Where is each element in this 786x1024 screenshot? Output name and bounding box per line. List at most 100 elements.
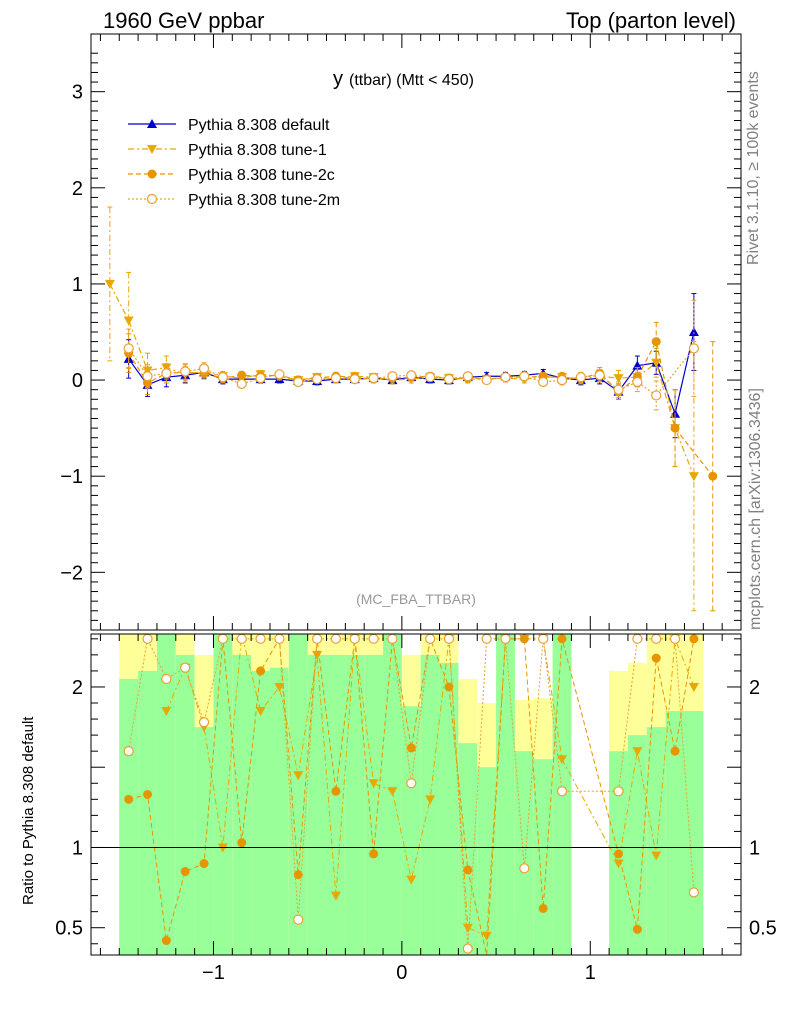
data-point [651,390,662,401]
ratio-point [368,779,379,789]
legend-label: Pythia 8.308 default [188,117,330,134]
ratio-point [632,633,643,644]
ratio-point [462,943,473,954]
ratio-band-inner [213,634,233,955]
data-point [688,327,699,336]
data-point [651,337,661,347]
data-point [613,374,624,384]
ratio-point [349,633,360,644]
main-series [104,206,718,612]
ratio-point [198,717,210,728]
ratio-point [651,851,662,861]
ratio-band-inner [477,767,497,955]
data-point [293,376,304,388]
legend-label: Pythia 8.308 tune-1 [188,142,327,159]
mcplots-label: mcplots.cern.ch [arXiv:1306.3436] [747,388,764,630]
ratio-line [165,633,695,937]
ratio-point [669,633,681,644]
ratio-series [123,633,699,956]
ratio-band-inner [458,743,478,955]
data-point [594,370,605,381]
x-tick-label: 1 [585,962,596,984]
ratio-point [293,914,304,925]
ratio-point [217,633,228,644]
legend: Pythia 8.308 default Pythia 8.308 tune-1 P… [128,117,340,209]
ratio-frame [90,633,742,956]
series-line [128,339,714,477]
ratio-point [180,867,190,877]
data-point [142,371,153,382]
y-tick-label: 0 [72,370,83,392]
data-point [123,316,134,326]
ratio-point [613,786,624,797]
ratio-uncertainty-bands [119,634,704,955]
ratio-band-inner [288,634,308,955]
ratio-band-inner [269,667,289,955]
data-point [217,372,228,383]
ratio-band-inner [119,678,139,955]
ratio-point [557,755,568,765]
y-tick-label: 1 [72,274,83,296]
data-point [670,423,680,433]
ratio-point [255,707,266,717]
ratio-band-inner [533,759,553,955]
legend-marker [147,145,157,154]
ratio-y-axis-label: Ratio to Pythia 8.308 default [20,716,37,905]
data-point [500,372,511,383]
ratio-band-inner [496,634,515,955]
ratio-point [256,666,266,676]
data-point [462,371,473,382]
ratio-point [519,863,530,874]
data-point [368,373,379,384]
ratio-point [293,870,303,880]
ratio-band-inner [232,654,252,955]
y-tick-label: −1 [60,466,83,488]
data-point [575,372,586,383]
ratio-band-inner [665,711,685,955]
data-point [349,374,360,385]
ratio-y-tick-label-right: 1 [749,837,760,859]
data-point [236,378,247,390]
header-left-label: 1960 GeV ppbar [103,8,265,33]
data-point [613,384,624,395]
ratio-band-inner [156,634,176,955]
ratio-band-inner [364,654,384,955]
ratio-band-inner [420,654,440,955]
header-right-label: Top (parton level) [566,8,736,33]
ratio-y-tick-label: 2 [72,677,83,699]
rivet-label: Rivet 3.1.10, ≥ 100k events [745,71,762,265]
data-point [708,471,718,481]
ratio-point [481,633,492,644]
ratio-point [237,838,247,848]
ratio-point [463,865,473,875]
ratio-point [312,650,323,660]
plot-title-sub: (ttbar) (Mtt < 450) [349,72,474,89]
main-series-group [104,206,699,612]
ratio-point [387,787,398,797]
ratio-point [369,849,379,859]
x-tick-label: 0 [396,962,407,984]
ratio-band-inner [684,711,704,955]
ratio-y-tick-label-right: 2 [749,677,760,699]
data-point [538,376,549,388]
ratio-point [462,923,473,933]
ratio-point [614,849,624,859]
ratio-point [425,633,436,644]
ratio-point [124,794,134,804]
ratio-band-inner [251,670,270,955]
ratio-point [519,634,529,644]
legend-label: Pythia 8.308 tune-2m [188,192,340,209]
ratio-point [651,633,662,644]
ratio-point [481,931,492,941]
ratio-point [689,634,699,644]
main-series-group [124,321,718,612]
ratio-point [330,891,341,901]
ratio-band-inner [646,727,666,955]
ratio-point [444,682,454,692]
data-point [255,373,266,384]
ratio-y-tick-label: 0.5 [55,918,83,940]
data-point [387,371,398,382]
ratio-point [330,633,342,644]
ratio-point [387,633,398,644]
